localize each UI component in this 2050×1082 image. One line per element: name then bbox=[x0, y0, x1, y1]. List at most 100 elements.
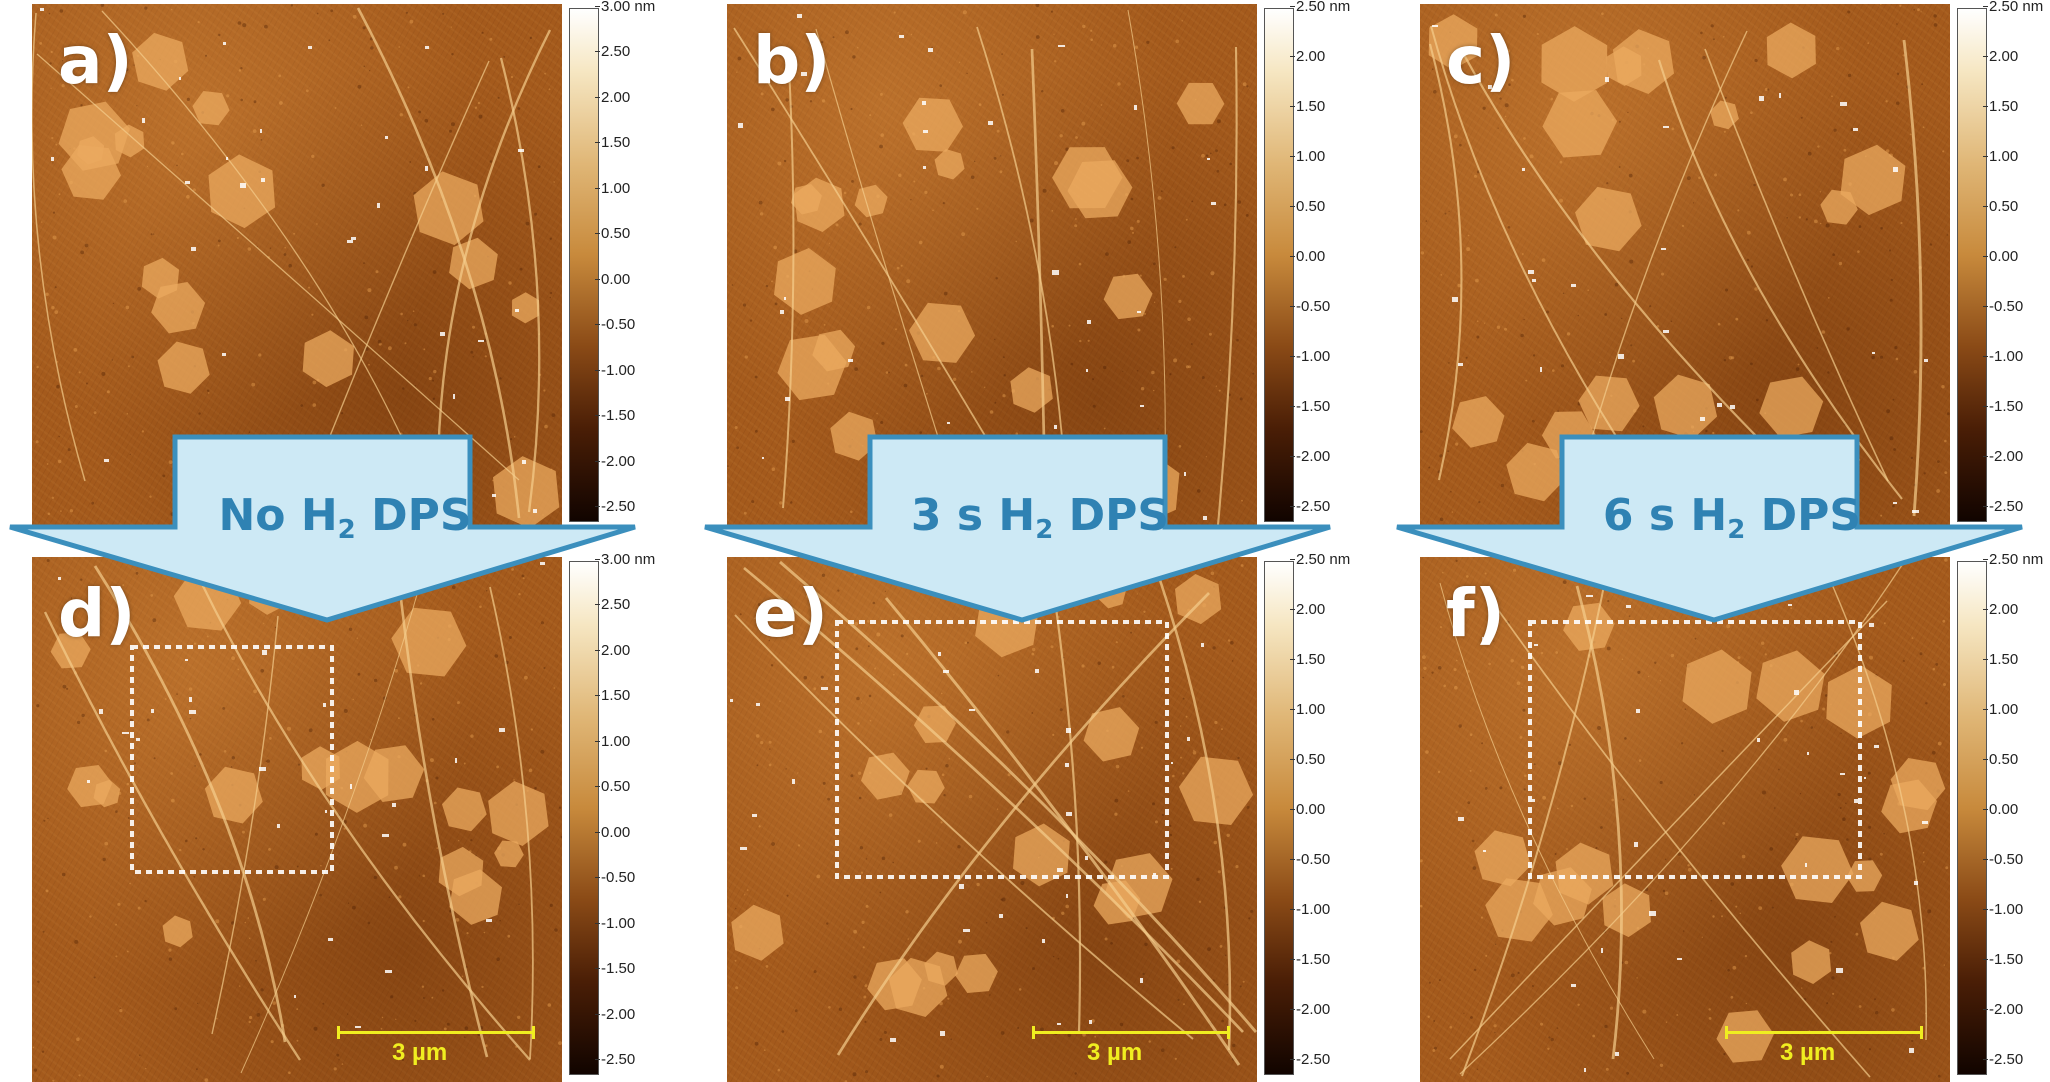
afm-panel-a: a) 3.00 nm 2.50 2.00 1.50 1.00 0.50 0.00 -0.50 -1… bbox=[32, 0, 655, 529]
height-colorbar bbox=[1264, 8, 1294, 522]
colorbar-tick-label: 3.00 nm bbox=[594, 0, 656, 15]
scanned-region-outline bbox=[1528, 620, 1862, 879]
arrow-label: 6 s H2 DPS bbox=[1392, 490, 2050, 545]
colorbar-tick-label: -1.00 bbox=[1289, 901, 1331, 918]
colorbar-tick-label: -0.50 bbox=[1982, 851, 2024, 868]
colorbar-tick-label: 2.50 nm bbox=[1289, 0, 1351, 15]
arrow-label-prefix: No H bbox=[218, 490, 338, 541]
colorbar-tick-label: -1.50 bbox=[1982, 951, 2024, 968]
colorbar-tick-label: -2.00 bbox=[1982, 1001, 2024, 1018]
colorbar-tick-label: -2.50 bbox=[594, 498, 636, 515]
arrow-label-suffix: DPS bbox=[1053, 490, 1170, 541]
colorbar-tick-label: -1.50 bbox=[1289, 398, 1331, 415]
afm-texture bbox=[1420, 557, 1949, 1078]
arrow-label-subscript: 2 bbox=[1035, 515, 1054, 545]
arrow-label-suffix: DPS bbox=[355, 490, 472, 541]
scale-bar bbox=[337, 1026, 535, 1039]
colorbar-tick-label: 2.50 nm bbox=[1982, 551, 2044, 568]
colorbar-tick-label: 0.50 bbox=[1289, 198, 1326, 215]
colorbar-tick-label: -2.50 bbox=[594, 1051, 636, 1068]
colorbar-tick-label: -0.50 bbox=[1289, 298, 1331, 315]
process-arrow: 3 s H2 DPS bbox=[700, 432, 1380, 692]
down-arrow-icon bbox=[9, 434, 636, 623]
colorbar-tick-label: -2.50 bbox=[1982, 1051, 2024, 1068]
scale-bar-label: 3 µm bbox=[1780, 1039, 1836, 1066]
scale-bar-label: 3 µm bbox=[392, 1039, 448, 1066]
scale-bar-label: 3 µm bbox=[1087, 1039, 1143, 1066]
arrow-label: No H2 DPS bbox=[5, 490, 685, 545]
colorbar-tick-label: -1.50 bbox=[594, 960, 636, 978]
scale-bar bbox=[1032, 1026, 1230, 1039]
colorbar-tick-label: 0.00 bbox=[594, 823, 631, 841]
colorbar-tick-label: 0.00 bbox=[594, 270, 631, 288]
colorbar-tick-label: 1.00 bbox=[594, 179, 631, 197]
colorbar-tick-label: -1.50 bbox=[1982, 398, 2024, 415]
colorbar-tick-label: -1.50 bbox=[1289, 951, 1331, 968]
afm-panel-d: d) 3.00 nm 2.50 2.00 1.50 1.00 0.50 0.00 -0.50 -1… bbox=[32, 551, 655, 1082]
height-colorbar bbox=[1957, 8, 1987, 522]
colorbar-tick-label: -2.50 bbox=[1982, 498, 2024, 515]
colorbar-tick-label: 0.00 bbox=[1289, 801, 1326, 818]
colorbar-tick-label: 0.50 bbox=[594, 225, 631, 243]
down-arrow-icon bbox=[704, 434, 1331, 623]
colorbar-tick-label: -2.50 bbox=[1289, 498, 1331, 515]
colorbar-tick-label: 1.50 bbox=[1982, 98, 2019, 115]
colorbar-tick-label: 2.00 bbox=[594, 641, 631, 659]
process-arrow: No H2 DPS bbox=[5, 432, 685, 692]
height-colorbar bbox=[569, 8, 599, 522]
colorbar-tick-label: -1.00 bbox=[594, 361, 636, 379]
colorbar-tick-label: 1.00 bbox=[1982, 701, 2019, 718]
scale-bar bbox=[1725, 1026, 1923, 1039]
colorbar-tick-label: -1.00 bbox=[594, 914, 636, 932]
colorbar-tick-label: 2.00 bbox=[1289, 48, 1326, 65]
panel-label: c) bbox=[1446, 22, 1516, 99]
colorbar-tick-label: -2.00 bbox=[1982, 448, 2024, 465]
panel-label: a) bbox=[58, 22, 133, 99]
panel-label: d) bbox=[58, 575, 136, 652]
colorbar-tick-label: 2.00 bbox=[1289, 601, 1326, 618]
height-colorbar bbox=[1957, 561, 1987, 1075]
colorbar-tick-label: 0.00 bbox=[1982, 801, 2019, 818]
colorbar-tick-label: 2.50 nm bbox=[1289, 551, 1351, 568]
colorbar-tick-label: 1.00 bbox=[594, 732, 631, 750]
colorbar-tick-label: 2.00 bbox=[594, 88, 631, 106]
arrow-label-prefix: 3 s H bbox=[910, 490, 1036, 541]
colorbar-tick-label: -2.00 bbox=[1289, 1001, 1331, 1018]
height-colorbar bbox=[1264, 561, 1294, 1075]
afm-texture bbox=[32, 559, 562, 1082]
panel-label: b) bbox=[753, 22, 831, 99]
colorbar-tick-label: 1.50 bbox=[1982, 651, 2019, 668]
afm-panel-e: e) 2.50 nm 2.00 1.50 1.00 0.50 0.00 -0.50 -1.00 -… bbox=[727, 551, 1350, 1082]
colorbar-tick-label: 1.50 bbox=[594, 134, 631, 152]
colorbar-tick-label: 0.50 bbox=[1982, 198, 2019, 215]
colorbar-tick-label: 2.50 bbox=[594, 596, 631, 614]
down-arrow-icon bbox=[1396, 434, 2023, 623]
colorbar-tick-label: -1.50 bbox=[594, 407, 636, 425]
arrow-label-suffix: DPS bbox=[1745, 490, 1862, 541]
colorbar-tick-label: -1.00 bbox=[1982, 348, 2024, 365]
colorbar-tick-label: 1.50 bbox=[1289, 651, 1326, 668]
colorbar-tick-label: 3.00 nm bbox=[594, 551, 656, 568]
colorbar-tick-label: 1.50 bbox=[1289, 98, 1326, 115]
arrow-label-subscript: 2 bbox=[1727, 515, 1746, 545]
scanned-region-outline bbox=[835, 620, 1169, 879]
afm-image bbox=[1420, 557, 1950, 1082]
arrow-label: 3 s H2 DPS bbox=[700, 490, 1380, 545]
arrow-label-subscript: 2 bbox=[337, 515, 356, 545]
process-arrow: 6 s H2 DPS bbox=[1392, 432, 2050, 692]
colorbar-tick-label: 2.00 bbox=[1982, 48, 2019, 65]
colorbar-tick-label: 1.00 bbox=[1289, 701, 1326, 718]
colorbar-tick-label: -1.00 bbox=[1982, 901, 2024, 918]
colorbar-tick-label: -2.50 bbox=[1289, 1051, 1331, 1068]
colorbar-tick-label: 1.00 bbox=[1982, 148, 2019, 165]
afm-image bbox=[32, 557, 562, 1082]
arrow-label-prefix: 6 s H bbox=[1602, 490, 1728, 541]
colorbar-tick-label: 0.00 bbox=[1982, 248, 2019, 265]
colorbar-tick-label: -2.00 bbox=[594, 452, 636, 470]
panel-label: f) bbox=[1446, 575, 1505, 652]
afm-image bbox=[727, 557, 1257, 1082]
colorbar-tick-label: -2.00 bbox=[594, 1005, 636, 1023]
scanned-region-outline bbox=[130, 645, 334, 874]
colorbar-tick-label: 2.50 bbox=[594, 43, 631, 61]
colorbar-tick-label: -0.50 bbox=[1289, 851, 1331, 868]
